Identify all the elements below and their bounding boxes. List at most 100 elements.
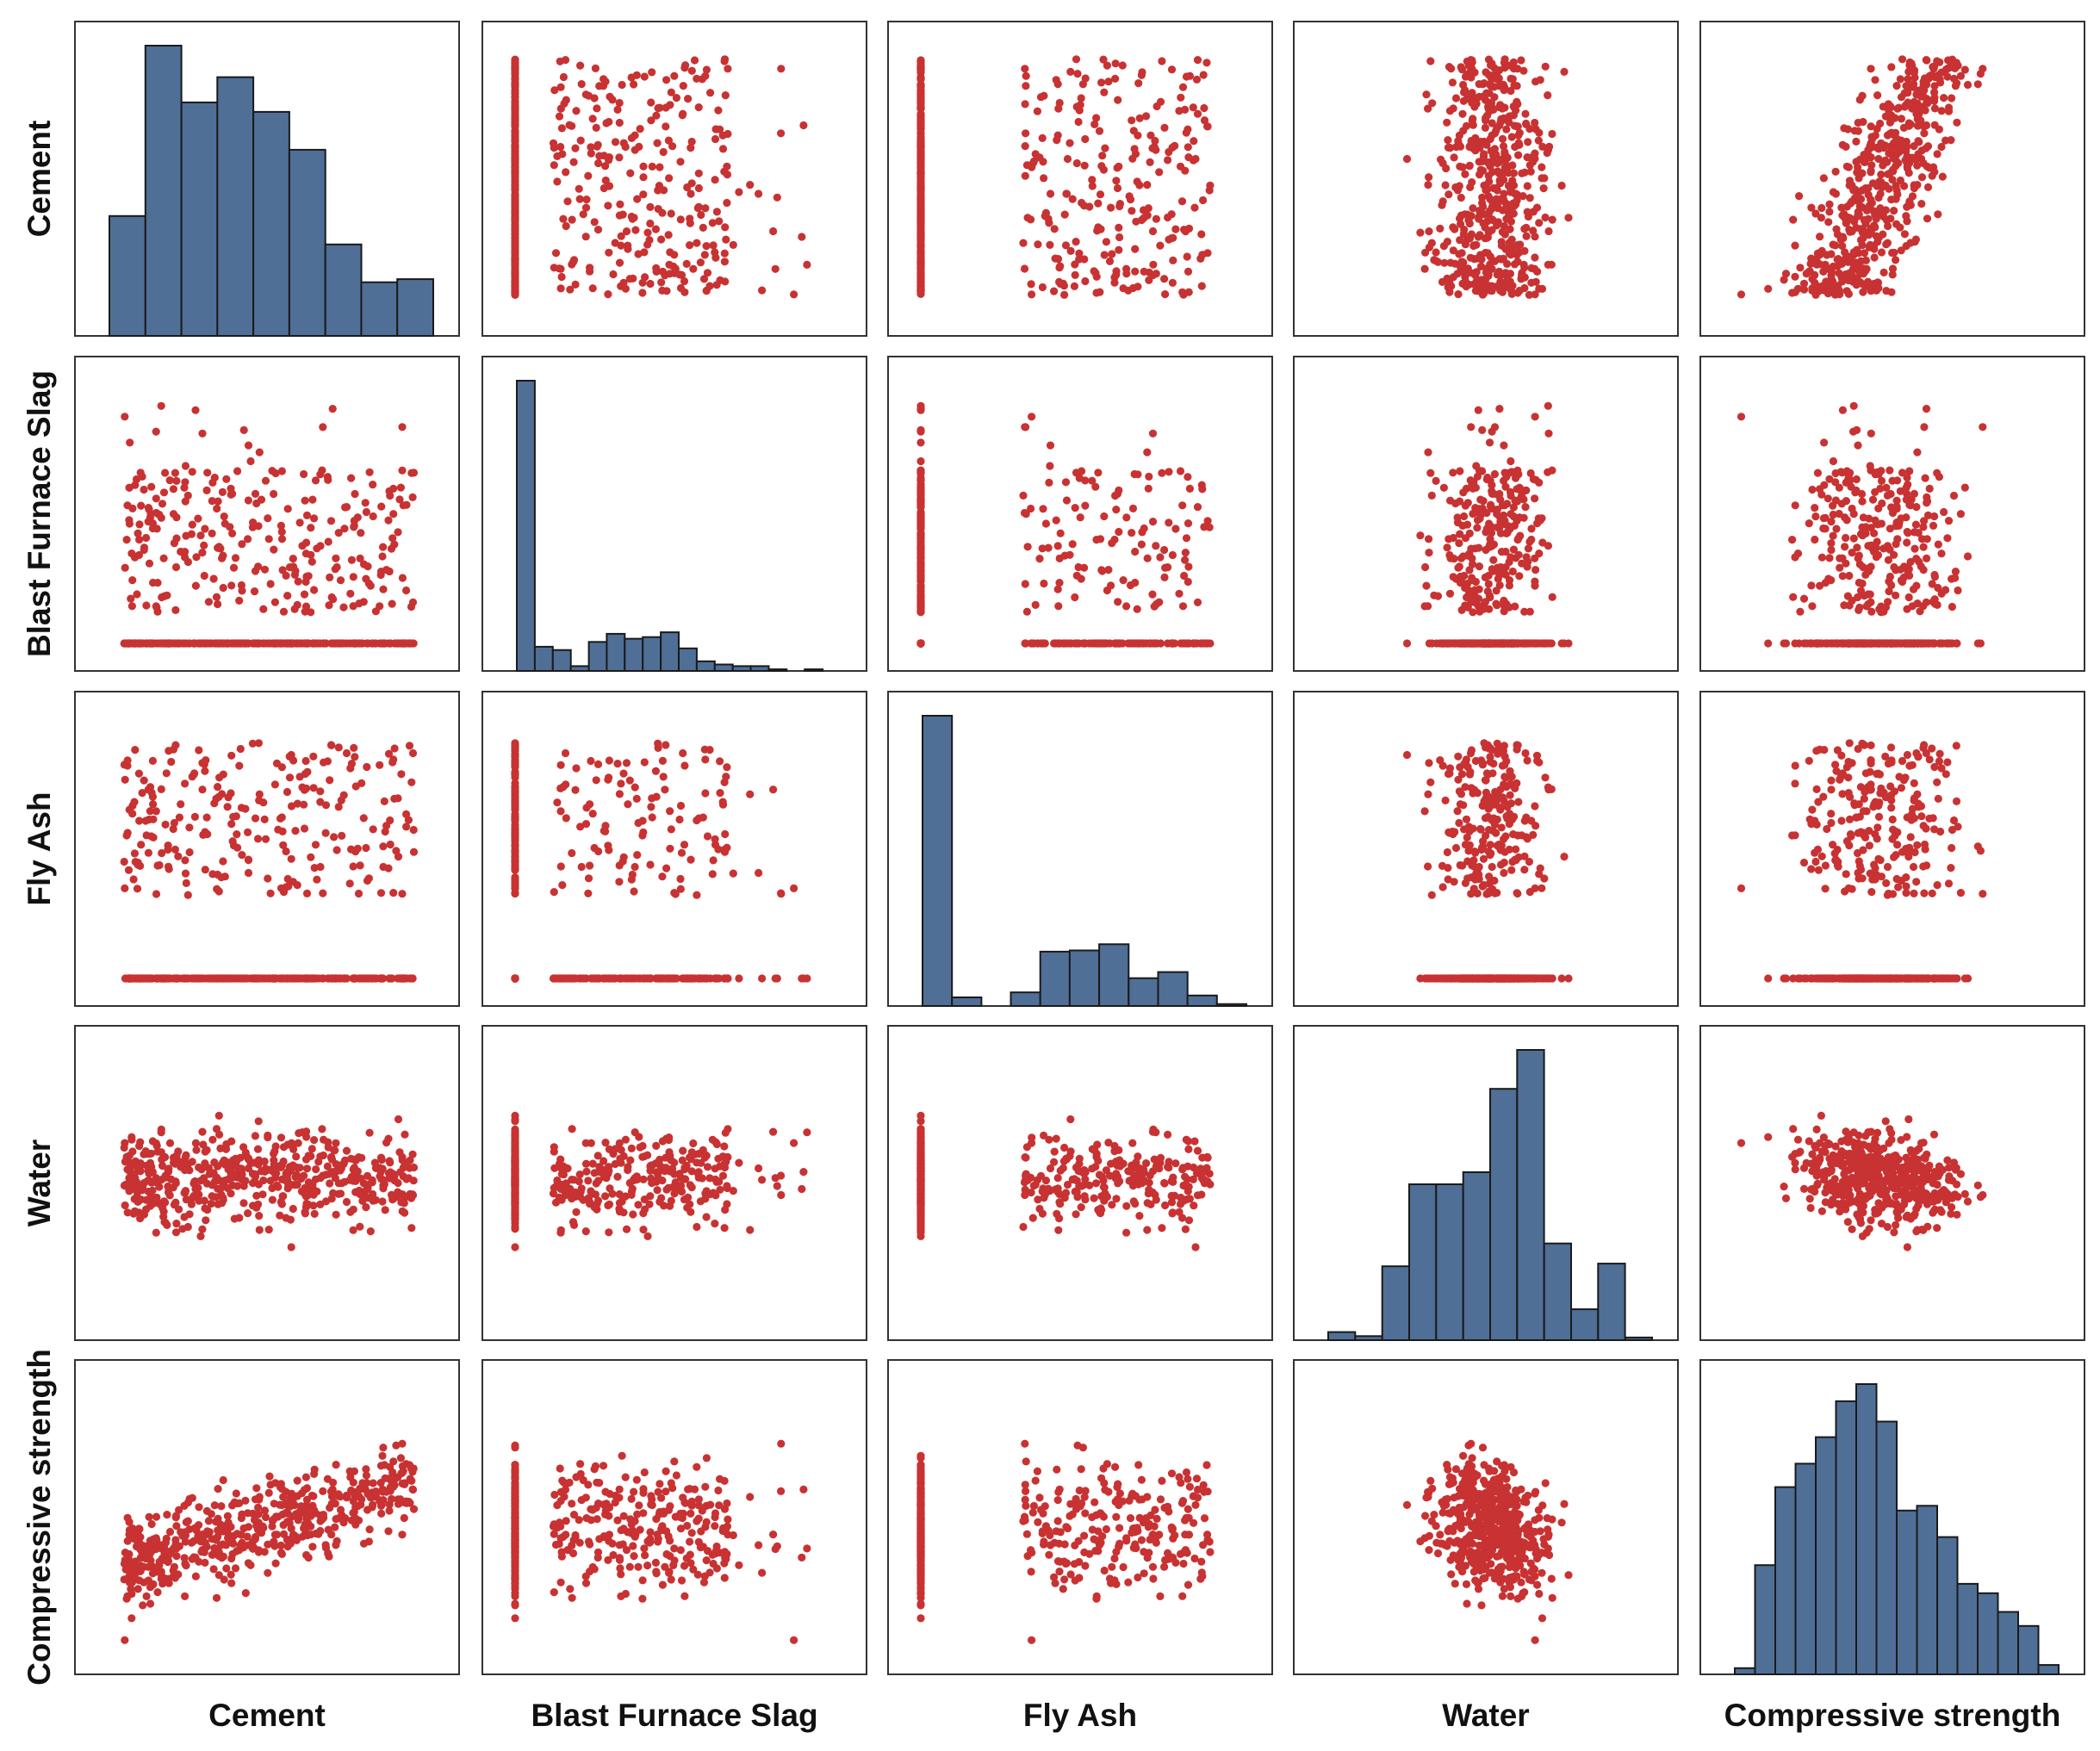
scatter-point xyxy=(1883,239,1892,247)
scatter-point xyxy=(1490,257,1499,265)
scatter-point xyxy=(342,748,351,758)
scatter-point xyxy=(137,841,146,849)
scatter-point xyxy=(131,746,140,754)
scatter-point xyxy=(1115,223,1123,232)
scatter-point xyxy=(307,608,315,617)
scatter-point xyxy=(1205,186,1214,195)
scatter-point xyxy=(1054,104,1063,113)
scatter-point xyxy=(1470,639,1479,648)
scatter-point xyxy=(398,466,407,475)
scatter-point xyxy=(1883,639,1892,648)
scatter-point xyxy=(1513,100,1522,109)
scatter-point xyxy=(1541,213,1550,222)
scatter-point xyxy=(586,267,594,276)
scatter-point xyxy=(1134,131,1142,140)
scatter-point xyxy=(1108,250,1116,258)
scatter-point xyxy=(178,974,187,983)
scatter-point xyxy=(266,889,275,897)
scatter-point xyxy=(668,142,677,151)
scatter-point xyxy=(511,255,519,264)
scatter-point xyxy=(1852,486,1861,495)
scatter-point xyxy=(916,215,925,224)
scatter-point xyxy=(1467,230,1476,239)
scatter-point xyxy=(708,870,717,879)
scatter-point xyxy=(916,179,925,188)
scatter-point xyxy=(1884,598,1892,606)
scatter-point xyxy=(330,833,339,841)
scatter-point xyxy=(1873,91,1882,100)
scatter-point xyxy=(1442,164,1451,173)
scatter-point xyxy=(1487,639,1495,648)
scatter-point xyxy=(301,550,310,558)
scatter-point xyxy=(1904,639,1913,648)
scatter-point xyxy=(409,848,419,856)
scatter-point xyxy=(1514,139,1523,147)
scatter-point xyxy=(164,639,172,648)
scatter-point xyxy=(711,176,719,184)
scatter-point xyxy=(1031,600,1040,610)
scatter-point xyxy=(171,845,179,854)
scatter-point xyxy=(1538,514,1546,523)
scatter-point xyxy=(1904,98,1912,107)
scatter-point xyxy=(1472,268,1481,276)
scatter-point xyxy=(1066,67,1075,76)
scatter-point xyxy=(302,889,312,897)
scatter-point xyxy=(665,260,674,269)
scatter-point xyxy=(1535,219,1544,227)
scatter-point xyxy=(313,875,321,884)
scatter-point xyxy=(550,86,559,95)
scatter-point xyxy=(1498,288,1507,296)
scatter-point xyxy=(1545,142,1554,151)
scatter-point xyxy=(1077,94,1085,102)
scatter-point xyxy=(257,495,266,504)
scatter-point xyxy=(1531,118,1539,127)
scatter-point xyxy=(1160,123,1169,132)
scatter-point xyxy=(511,68,519,77)
scatter-point xyxy=(321,829,330,837)
scatter-point xyxy=(270,489,278,499)
scatter-point xyxy=(1504,182,1513,190)
scatter-point xyxy=(1548,593,1556,601)
scatter-point xyxy=(609,270,618,279)
scatter-point xyxy=(133,885,142,893)
scatter-point xyxy=(1519,192,1527,201)
scatter-point xyxy=(1097,78,1106,87)
scatter-point xyxy=(323,473,332,481)
scatter-point xyxy=(1935,125,1943,133)
scatter-point xyxy=(1937,142,1946,152)
scatter-point xyxy=(1951,568,1960,576)
scatter-point xyxy=(1184,473,1192,481)
scatter-point xyxy=(1143,181,1152,189)
scatter-point xyxy=(1496,529,1506,537)
scatter-point xyxy=(1021,142,1029,151)
scatter-point xyxy=(1807,254,1816,263)
scatter-point xyxy=(718,131,727,140)
scatter-point xyxy=(1035,555,1044,563)
scatter-point xyxy=(1796,264,1805,272)
scatter-point xyxy=(1525,607,1534,616)
scatter-point xyxy=(145,506,153,514)
scatter-point xyxy=(408,748,418,758)
scatter-point xyxy=(729,869,737,878)
scatter-point xyxy=(1459,96,1468,105)
scatter-point xyxy=(1158,57,1166,65)
scatter-point xyxy=(1913,448,1922,456)
scatter-point xyxy=(1505,469,1513,477)
scatter-point xyxy=(1088,176,1097,184)
scatter-point xyxy=(1874,193,1883,202)
scatter-point xyxy=(511,141,519,150)
scatter-point xyxy=(1476,231,1484,239)
scatter-point xyxy=(323,757,332,766)
scatter-point xyxy=(201,828,209,836)
scatter-point xyxy=(605,182,614,190)
scatter-point xyxy=(1461,276,1469,286)
scatter-point xyxy=(1513,536,1522,544)
scatter-point xyxy=(571,144,580,152)
scatter-point xyxy=(720,258,730,266)
scatter-point xyxy=(1509,65,1519,73)
scatter-point xyxy=(658,267,668,276)
scatter-point xyxy=(1044,543,1053,552)
scatter-point xyxy=(511,224,519,233)
scatter-point xyxy=(294,577,302,586)
scatter-point xyxy=(1937,107,1946,115)
